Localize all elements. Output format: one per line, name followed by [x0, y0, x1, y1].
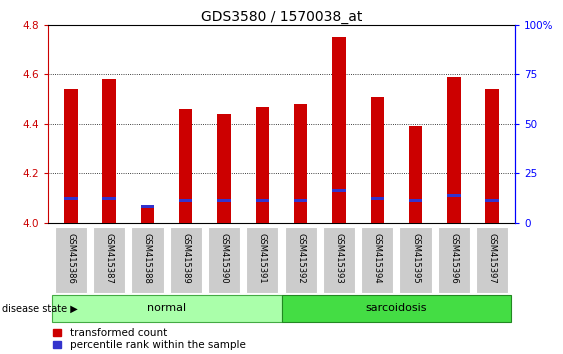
- FancyBboxPatch shape: [476, 227, 508, 293]
- Bar: [409, 126, 422, 223]
- Bar: [332, 37, 346, 223]
- FancyBboxPatch shape: [438, 227, 470, 293]
- FancyBboxPatch shape: [323, 227, 355, 293]
- Bar: [217, 114, 231, 223]
- FancyBboxPatch shape: [208, 227, 240, 293]
- Text: GSM415396: GSM415396: [449, 233, 458, 284]
- Bar: [102, 79, 116, 223]
- Bar: [179, 199, 193, 202]
- FancyBboxPatch shape: [284, 227, 317, 293]
- Bar: [179, 109, 193, 223]
- Bar: [409, 199, 422, 202]
- Bar: [64, 89, 78, 223]
- Bar: [217, 199, 231, 202]
- FancyBboxPatch shape: [246, 227, 279, 293]
- FancyBboxPatch shape: [400, 227, 432, 293]
- Text: GSM415390: GSM415390: [220, 233, 229, 284]
- Text: GSM415395: GSM415395: [411, 233, 420, 284]
- Bar: [447, 194, 461, 197]
- Bar: [485, 199, 499, 202]
- FancyBboxPatch shape: [52, 295, 282, 322]
- Text: GSM415389: GSM415389: [181, 233, 190, 284]
- FancyBboxPatch shape: [131, 227, 163, 293]
- Bar: [370, 97, 384, 223]
- Bar: [102, 197, 116, 200]
- Bar: [485, 89, 499, 223]
- Bar: [447, 77, 461, 223]
- Text: normal: normal: [147, 303, 186, 313]
- Title: GDS3580 / 1570038_at: GDS3580 / 1570038_at: [201, 10, 362, 24]
- FancyBboxPatch shape: [169, 227, 202, 293]
- FancyBboxPatch shape: [361, 227, 394, 293]
- Text: GSM415392: GSM415392: [296, 233, 305, 284]
- Bar: [294, 199, 307, 202]
- Bar: [141, 206, 154, 223]
- Legend: transformed count, percentile rank within the sample: transformed count, percentile rank withi…: [53, 328, 245, 350]
- FancyBboxPatch shape: [55, 227, 87, 293]
- Text: GSM415394: GSM415394: [373, 233, 382, 284]
- FancyBboxPatch shape: [282, 295, 511, 322]
- Bar: [141, 205, 154, 209]
- Text: GSM415397: GSM415397: [488, 233, 497, 284]
- Text: GSM415386: GSM415386: [66, 233, 75, 284]
- Bar: [294, 104, 307, 223]
- Text: GSM415388: GSM415388: [143, 233, 152, 284]
- Text: GSM415387: GSM415387: [105, 233, 114, 284]
- Bar: [256, 199, 269, 202]
- Text: GSM415391: GSM415391: [258, 233, 267, 284]
- Bar: [64, 197, 78, 200]
- Bar: [332, 189, 346, 192]
- Bar: [370, 197, 384, 200]
- Bar: [256, 107, 269, 223]
- Text: GSM415393: GSM415393: [334, 233, 343, 284]
- Text: disease state ▶: disease state ▶: [2, 304, 78, 314]
- FancyBboxPatch shape: [93, 227, 125, 293]
- Text: sarcoidosis: sarcoidosis: [365, 303, 427, 313]
